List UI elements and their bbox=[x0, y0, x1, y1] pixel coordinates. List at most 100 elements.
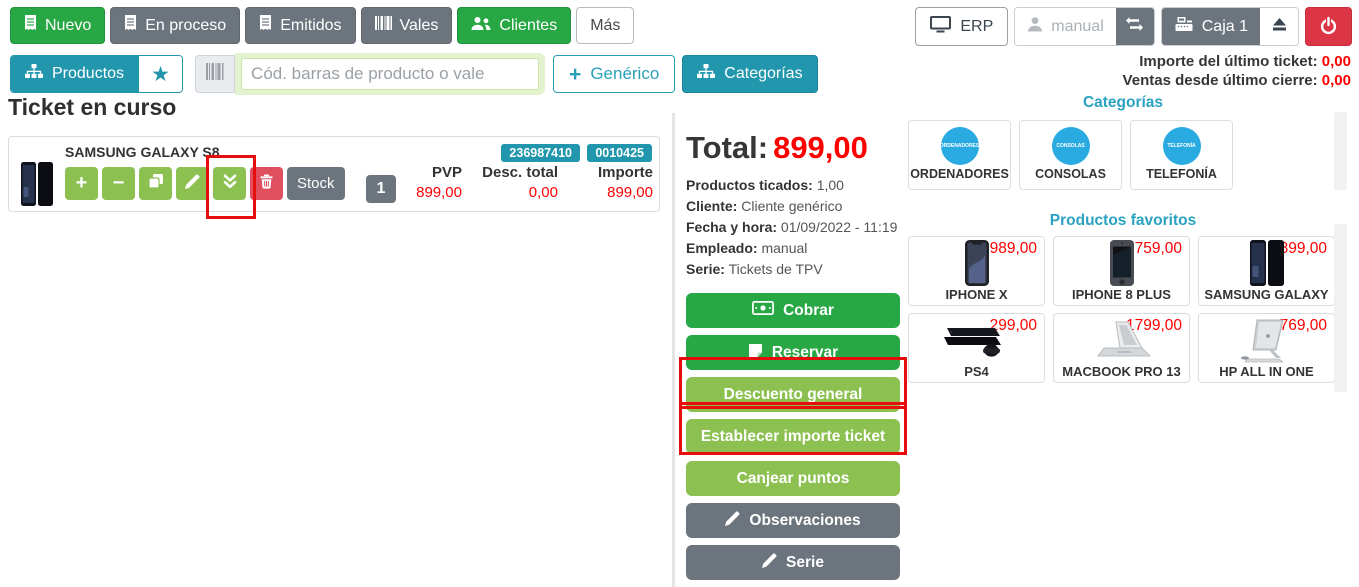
session-toolbar: ERP manual Caja 1 bbox=[915, 7, 1352, 46]
reserve-button[interactable]: Reservar bbox=[686, 335, 900, 370]
redeem-points-button[interactable]: Canjear puntos bbox=[686, 461, 900, 496]
angles-down-icon bbox=[223, 172, 237, 195]
decrease-qty-button[interactable]: − bbox=[102, 167, 135, 200]
eject-icon bbox=[1271, 17, 1288, 37]
since-close-stat: Ventas desde último cierre: 0,00 bbox=[1123, 71, 1351, 90]
barcode-icon bbox=[374, 16, 392, 35]
page-title: Ticket en curso bbox=[8, 94, 177, 120]
product-price: 1799,00 bbox=[1125, 317, 1182, 334]
tab-mas[interactable]: Más bbox=[576, 7, 635, 44]
category-card-ordenadores[interactable]: ORDENADORES ORDENADORES bbox=[908, 120, 1011, 190]
product-price: 769,00 bbox=[1279, 317, 1327, 334]
total-value: 899,00 bbox=[773, 130, 868, 165]
category-card-telefonia[interactable]: TELEFONÍA TELEFONÍA bbox=[1130, 120, 1233, 190]
ticket-line-row: SAMSUNG GALAXY S8 + − Stock 1 236987410 … bbox=[8, 136, 660, 212]
sitemap-icon bbox=[697, 64, 716, 84]
last-ticket-value: 0,00 bbox=[1321, 53, 1351, 70]
favorites-heading: Productos favoritos bbox=[1049, 212, 1197, 229]
info-value: 1,00 bbox=[816, 177, 844, 193]
pvp-label: PVP bbox=[431, 164, 462, 181]
tab-vales[interactable]: Vales bbox=[360, 7, 453, 44]
info-label: Empleado: bbox=[686, 240, 758, 256]
barcode-icon bbox=[206, 63, 224, 85]
power-button[interactable] bbox=[1305, 7, 1352, 46]
tab-nuevo[interactable]: Nuevo bbox=[10, 7, 106, 44]
line-buttons: + − Stock bbox=[65, 167, 345, 200]
category-label: ORDENADORES bbox=[910, 167, 1009, 181]
line-pvp-col: PVP 899,00 bbox=[367, 164, 462, 201]
edit-line-button[interactable] bbox=[176, 167, 209, 200]
tab-en-proceso[interactable]: En proceso bbox=[110, 7, 241, 44]
tab-clientes[interactable]: Clientes bbox=[457, 7, 572, 44]
tab-emitidos[interactable]: Emitidos bbox=[245, 7, 356, 44]
favorite-card-macbook-pro[interactable]: 1799,00 MACBOOK PRO 13 bbox=[1053, 313, 1190, 383]
category-label: CONSOLAS bbox=[1035, 167, 1106, 181]
star-icon: ★ bbox=[151, 62, 170, 86]
category-circle: ORDENADORES bbox=[940, 127, 979, 165]
tab-label: Emitidos bbox=[280, 16, 342, 34]
samsung-galaxy-image bbox=[1199, 239, 1334, 287]
tab-label: En proceso bbox=[145, 16, 227, 34]
favorite-card-samsung-galaxy[interactable]: 899,00 SAMSUNG GALAXY bbox=[1198, 236, 1335, 306]
category-label: TELEFONÍA bbox=[1146, 167, 1217, 181]
tab-label: Nuevo bbox=[45, 16, 92, 34]
last-ticket-stat: Importe del último ticket: 0,00 bbox=[1123, 52, 1351, 71]
erp-button[interactable]: ERP bbox=[915, 7, 1009, 46]
series-button[interactable]: Serie bbox=[686, 545, 900, 580]
macbook-image bbox=[1054, 320, 1189, 362]
general-discount-button[interactable]: Descuento general bbox=[686, 377, 900, 412]
favorites-star-button[interactable]: ★ bbox=[138, 56, 183, 92]
switch-user-button[interactable] bbox=[1115, 8, 1154, 45]
barcode-input[interactable] bbox=[241, 58, 540, 90]
tab-label: Vales bbox=[399, 16, 439, 34]
open-drawer-button[interactable] bbox=[1260, 8, 1298, 45]
categories-scrollbar[interactable] bbox=[1334, 112, 1347, 190]
line-qty-badge[interactable]: 1 bbox=[366, 175, 396, 203]
duplicate-line-button[interactable] bbox=[139, 167, 172, 200]
tab-label: Clientes bbox=[499, 16, 558, 34]
categories-button[interactable]: Categorías bbox=[682, 55, 818, 93]
minus-icon: − bbox=[112, 172, 125, 194]
favorite-card-hp-all-in-one[interactable]: 769,00 HP ALL IN ONE bbox=[1198, 313, 1335, 383]
observations-button[interactable]: Observaciones bbox=[686, 503, 900, 538]
user-icon bbox=[1027, 16, 1043, 37]
delete-line-button[interactable] bbox=[250, 167, 283, 200]
generic-product-button[interactable]: + Genérico bbox=[553, 55, 676, 93]
action-label: Observaciones bbox=[749, 511, 861, 529]
ticket-info: Productos ticados: 1,00 Cliente: Cliente… bbox=[686, 175, 900, 280]
favorite-card-ps4[interactable]: 299,00 PS4 bbox=[908, 313, 1045, 383]
ps4-image bbox=[909, 322, 1044, 362]
expand-line-button[interactable] bbox=[213, 167, 246, 200]
barcode-input-halo bbox=[235, 53, 546, 95]
set-ticket-amount-button[interactable]: Establecer importe ticket bbox=[686, 419, 900, 454]
register-group: Caja 1 bbox=[1160, 7, 1299, 46]
register-display: Caja 1 bbox=[1161, 8, 1260, 45]
line-discount-col: Desc. total 0,00 bbox=[463, 164, 558, 201]
hp-all-in-one-image bbox=[1199, 318, 1334, 364]
charge-button[interactable]: Cobrar bbox=[686, 293, 900, 328]
pencil-icon bbox=[762, 552, 777, 573]
favorite-card-iphone-x[interactable]: 989,00 IPHONE X bbox=[908, 236, 1045, 306]
product-thumbnail-samsung-galaxy-s8 bbox=[19, 161, 55, 212]
favorite-card-iphone-8-plus[interactable]: 759,00 IPHONE 8 PLUS bbox=[1053, 236, 1190, 306]
plus-icon: + bbox=[569, 62, 582, 86]
iphone-x-image bbox=[909, 239, 1044, 287]
favorites-scrollbar[interactable] bbox=[1334, 224, 1347, 392]
iphone-8-plus-image bbox=[1054, 239, 1189, 287]
info-value: 01/09/2022 - 11:19 bbox=[780, 219, 898, 235]
main-toolbar: Nuevo En proceso Emitidos Vales Clientes… bbox=[10, 7, 635, 44]
erp-label: ERP bbox=[960, 17, 994, 35]
tab-label: Más bbox=[590, 16, 621, 34]
category-card-consolas[interactable]: CONSOLAS CONSOLAS bbox=[1019, 120, 1122, 190]
stock-button[interactable]: Stock bbox=[287, 167, 345, 200]
action-label: Descuento general bbox=[723, 385, 863, 403]
pencil-icon bbox=[725, 510, 740, 531]
products-button[interactable]: Productos bbox=[11, 56, 139, 92]
since-close-value: 0,00 bbox=[1321, 72, 1351, 89]
product-price: 759,00 bbox=[1134, 240, 1182, 257]
categories-label: Categorías bbox=[724, 65, 803, 82]
product-toolbar: Productos ★ + Genérico Categorías bbox=[10, 53, 818, 95]
total-line: Total: 899,00 bbox=[686, 130, 900, 166]
increase-qty-button[interactable]: + bbox=[65, 167, 98, 200]
line-barcode-badge: 236987410 bbox=[501, 144, 580, 162]
